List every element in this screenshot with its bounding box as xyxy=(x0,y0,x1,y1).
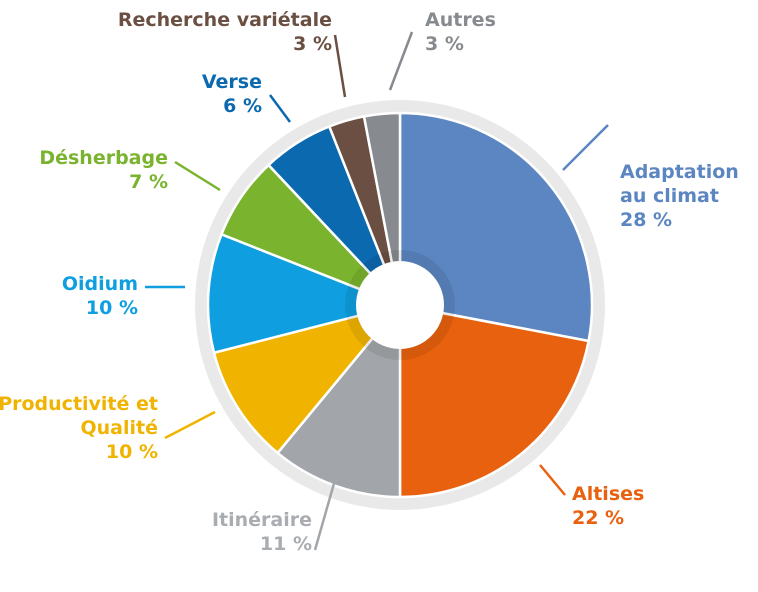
leader-line xyxy=(164,410,216,440)
value-label: 11 % xyxy=(259,533,312,555)
value-label: 6 % xyxy=(223,95,262,117)
slice-label: Itinéraire 11 % xyxy=(212,508,312,556)
category-label: Verse xyxy=(201,71,262,93)
leader-lines xyxy=(145,31,609,551)
slice-label: Recherche variétale 3 % xyxy=(118,8,332,56)
category-label: Itinéraire xyxy=(211,509,312,531)
leader-line xyxy=(333,34,347,98)
value-label: 10 % xyxy=(85,297,138,319)
slice-label: Verse 6 % xyxy=(202,70,262,118)
category-label: Oidium xyxy=(61,273,138,295)
leader-line xyxy=(313,479,337,551)
value-label: 22 % xyxy=(572,507,625,529)
slice-label: Altises 22 % xyxy=(572,482,644,530)
leader-line xyxy=(268,94,292,123)
donut-hole xyxy=(356,261,444,349)
category-label: Productivité et Qualité xyxy=(0,393,158,439)
value-label: 10 % xyxy=(105,441,158,463)
category-label: Adaptation au climat xyxy=(620,161,739,207)
value-label: 3 % xyxy=(293,33,332,55)
leader-line xyxy=(388,31,414,91)
leader-line xyxy=(562,124,609,171)
category-label: Recherche variétale xyxy=(117,9,332,31)
category-label: Altises xyxy=(572,483,645,505)
value-label: 28 % xyxy=(620,209,673,231)
slice-label: Autres 3 % xyxy=(425,8,496,56)
pie-slice xyxy=(206,232,405,355)
slice-label: Adaptation au climat 28 % xyxy=(620,160,755,232)
category-label: Autres xyxy=(425,9,496,31)
pie-slice xyxy=(275,301,402,499)
pie-slice xyxy=(398,303,591,499)
value-label: 7 % xyxy=(129,171,168,193)
category-label: Désherbage xyxy=(39,147,168,169)
value-label: 3 % xyxy=(425,33,464,55)
leader-line xyxy=(174,160,221,192)
slice-label: Productivité et Qualité 10 % xyxy=(0,392,158,464)
pie-slice xyxy=(362,111,402,306)
pie-slice xyxy=(398,111,594,343)
leader-line xyxy=(539,464,566,496)
slice-label: Oidium 10 % xyxy=(62,272,138,320)
slice-label: Désherbage 7 % xyxy=(39,146,168,194)
